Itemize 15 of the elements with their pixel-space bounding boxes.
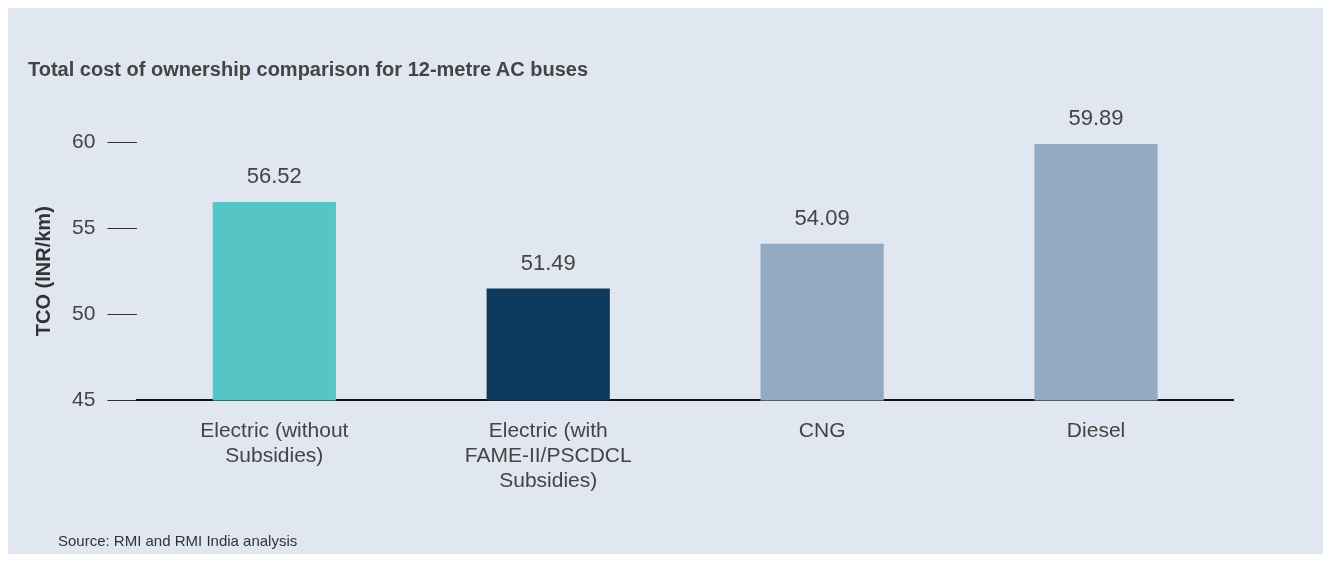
x-tick-label: Electric (with FAME-II/PSCDCL Subsidies) — [464, 417, 632, 492]
x-tick-label: Diesel — [1066, 417, 1126, 441]
source-note: Source: RMI and RMI India analysis — [58, 532, 298, 549]
y-tick-label: 55 — [72, 214, 96, 238]
x-tick-label: CNG — [798, 417, 846, 441]
x-tick-label: Electric (without Subsidies) — [200, 417, 349, 466]
data-label: 51.49 — [520, 249, 576, 275]
y-axis-title: TCO (INR/km) — [31, 206, 54, 337]
y-tick-label: 45 — [72, 387, 96, 411]
y-tick-label: 50 — [72, 301, 96, 325]
data-label: 56.52 — [246, 163, 302, 189]
y-tick-label: 60 — [72, 128, 96, 152]
data-label: 54.09 — [794, 204, 850, 230]
chart-title: Total cost of ownership comparison for 12-metre AC buses — [28, 57, 589, 80]
data-label: 59.89 — [1068, 104, 1124, 130]
